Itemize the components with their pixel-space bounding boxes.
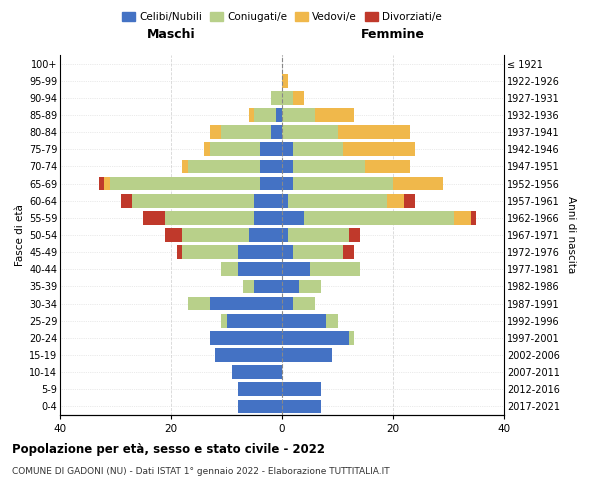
Bar [282,400,321,413]
Bar [243,280,254,293]
Bar [316,108,354,122]
Bar [254,280,282,293]
Bar [99,176,104,190]
Bar [182,246,238,259]
Bar [277,108,282,122]
Bar [166,211,254,224]
Bar [282,348,332,362]
Bar [293,142,343,156]
Y-axis label: Anni di nascita: Anni di nascita [566,196,577,274]
Legend: Celibi/Nubili, Coniugati/e, Vedovi/e, Divorziati/e: Celibi/Nubili, Coniugati/e, Vedovi/e, Di… [118,8,446,26]
Bar [188,160,260,173]
Bar [343,142,415,156]
Bar [210,126,221,139]
Bar [282,262,310,276]
Bar [293,160,365,173]
Bar [238,382,282,396]
Bar [282,296,293,310]
Text: COMUNE DI GADONI (NU) - Dati ISTAT 1° gennaio 2022 - Elaborazione TUTTITALIA.IT: COMUNE DI GADONI (NU) - Dati ISTAT 1° ge… [12,468,389,476]
Bar [282,142,293,156]
Bar [166,228,182,242]
Text: Femmine: Femmine [361,28,425,42]
Bar [349,228,360,242]
Bar [260,176,282,190]
Bar [232,366,282,379]
Bar [310,262,360,276]
Bar [210,296,282,310]
Bar [271,91,282,104]
Bar [188,296,210,310]
Bar [282,382,321,396]
Bar [282,280,299,293]
Bar [143,211,166,224]
Bar [104,176,110,190]
Bar [182,160,188,173]
Bar [210,331,282,344]
Bar [287,228,349,242]
Bar [271,126,282,139]
Bar [282,91,293,104]
Bar [282,211,304,224]
Bar [282,246,293,259]
Bar [254,211,282,224]
Bar [299,280,321,293]
Bar [282,314,326,328]
Bar [349,331,354,344]
Bar [337,126,410,139]
Bar [293,246,343,259]
Bar [282,176,293,190]
Bar [238,400,282,413]
Bar [221,314,227,328]
Bar [293,176,393,190]
Bar [210,142,260,156]
Bar [393,176,443,190]
Bar [260,160,282,173]
Bar [454,211,471,224]
Text: Popolazione per età, sesso e stato civile - 2022: Popolazione per età, sesso e stato civil… [12,442,325,456]
Bar [238,246,282,259]
Bar [227,314,282,328]
Bar [254,108,277,122]
Bar [365,160,410,173]
Bar [132,194,254,207]
Bar [471,211,476,224]
Bar [176,246,182,259]
Bar [282,160,293,173]
Bar [238,262,282,276]
Bar [249,108,254,122]
Bar [254,194,282,207]
Bar [287,194,388,207]
Bar [121,194,132,207]
Bar [221,262,238,276]
Y-axis label: Fasce di età: Fasce di età [14,204,25,266]
Bar [215,348,282,362]
Bar [110,176,260,190]
Bar [282,331,349,344]
Bar [249,228,282,242]
Bar [293,296,316,310]
Bar [388,194,404,207]
Text: Maschi: Maschi [146,28,196,42]
Bar [260,142,282,156]
Bar [282,126,337,139]
Bar [282,194,287,207]
Bar [221,126,271,139]
Bar [293,91,304,104]
Bar [282,108,316,122]
Bar [326,314,337,328]
Bar [304,211,454,224]
Bar [204,142,210,156]
Bar [282,74,287,88]
Bar [404,194,415,207]
Bar [282,228,287,242]
Bar [182,228,249,242]
Bar [343,246,354,259]
